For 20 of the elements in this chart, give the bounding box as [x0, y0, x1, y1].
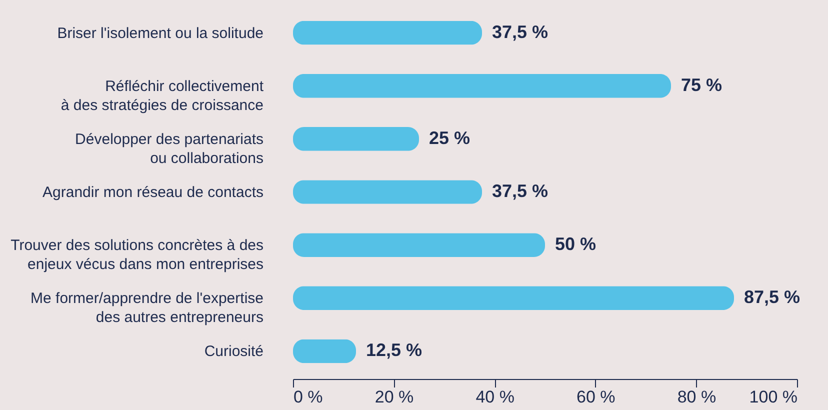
x-tick-label: 40 %	[476, 388, 514, 406]
data-label: 25 %	[429, 128, 470, 148]
y-tick-label: Curiosité	[204, 343, 264, 360]
y-tick-label: Trouver des solutions concrètes à des enjeux vécus dans mon entreprises	[10, 237, 264, 274]
data-label: 37,5 %	[492, 181, 548, 201]
x-tick-label: 100 %	[749, 388, 798, 406]
y-tick-label: Développer des partenariats ou collaborations	[75, 130, 264, 167]
data-label: 12,5 %	[366, 340, 422, 360]
data-label: 50 %	[555, 234, 596, 254]
y-tick-label: Agrandir mon réseau de contacts	[42, 184, 264, 201]
data-label: 37,5 %	[492, 22, 548, 42]
x-tick-label: 60 %	[576, 388, 616, 406]
data-label: 87,5 %	[744, 287, 800, 308]
y-tick-label: Briser l'isolement ou la solitude	[57, 24, 264, 42]
x-tick-label: 0 %	[294, 388, 323, 406]
y-tick-label: Réfléchir collectivement à des stratégies de croissance	[60, 78, 264, 114]
x-tick-label: 80 %	[677, 388, 716, 406]
data-label: 75 %	[681, 74, 722, 95]
x-tick-label: 20 %	[374, 388, 414, 406]
y-tick-label: Me former/apprendre de l'expertise des autres entrepreneurs	[30, 290, 264, 326]
